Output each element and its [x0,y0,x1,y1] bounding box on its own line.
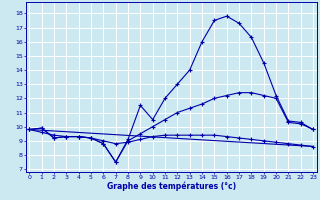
X-axis label: Graphe des températures (°c): Graphe des températures (°c) [107,181,236,191]
